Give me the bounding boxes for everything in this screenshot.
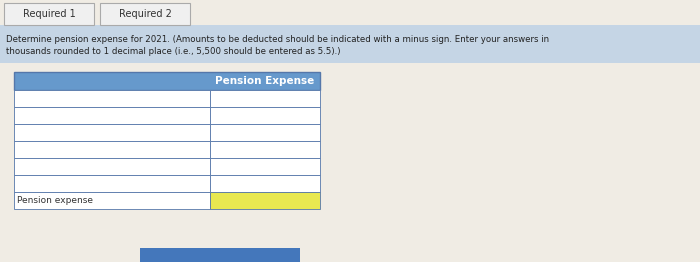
Bar (140, 248, 300, 262)
FancyBboxPatch shape (4, 3, 94, 25)
Bar (14, 158, 210, 175)
Bar (210, 192, 320, 209)
Bar (14, 192, 210, 209)
Bar (210, 107, 320, 124)
Bar (14, 141, 210, 158)
Bar (14, 175, 210, 192)
Bar (14, 90, 210, 107)
Text: Determine pension expense for 2021. (Amounts to be deducted should be indicated : Determine pension expense for 2021. (Amo… (6, 35, 549, 44)
Bar (14, 72, 320, 90)
Bar (14, 124, 210, 141)
Text: thousands rounded to 1 decimal place (i.e., 5,500 should be entered as 5.5).): thousands rounded to 1 decimal place (i.… (6, 47, 340, 56)
Text: Required 2: Required 2 (118, 9, 172, 19)
Bar (14, 107, 210, 124)
Bar (210, 90, 320, 107)
Text: Required 1: Required 1 (22, 9, 76, 19)
Bar (210, 124, 320, 141)
Text: Pension Expense: Pension Expense (216, 76, 314, 86)
Bar (0, 25, 700, 63)
Text: Pension expense: Pension expense (17, 196, 93, 205)
Bar (210, 158, 320, 175)
Bar (210, 141, 320, 158)
Bar (210, 175, 320, 192)
FancyBboxPatch shape (100, 3, 190, 25)
